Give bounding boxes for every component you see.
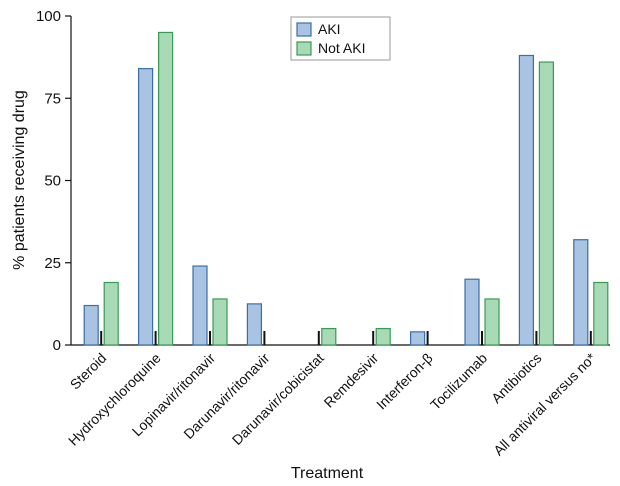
- legend-swatch: [296, 41, 312, 56]
- bar: [192, 265, 208, 346]
- bar: [158, 31, 174, 346]
- bar: [538, 61, 555, 346]
- bar: [573, 239, 589, 346]
- bar: [103, 281, 119, 346]
- legend-label: AKI: [318, 21, 341, 37]
- x-axis-title: Treatment: [291, 465, 364, 482]
- bar: [484, 298, 500, 346]
- x-tick-label: Interferon-β: [373, 350, 436, 413]
- x-tick-label: Hydroxychloroquine: [65, 350, 164, 449]
- x-tick-label: Steroid: [67, 350, 110, 393]
- bar: [321, 327, 337, 346]
- bar: [375, 327, 391, 346]
- y-tick-label: 0: [53, 337, 61, 354]
- x-tick-label: Tocilizumab: [427, 350, 490, 413]
- bar: [410, 331, 426, 346]
- x-tick-label: All antiviral versus no*: [490, 349, 599, 458]
- legend-label: Not AKI: [318, 40, 365, 56]
- bar: [212, 298, 228, 346]
- y-tick-label: 75: [44, 90, 61, 107]
- y-tick-label: 100: [36, 8, 61, 25]
- y-tick-label: 25: [44, 255, 61, 272]
- bar: [518, 54, 535, 346]
- legend-swatch: [296, 22, 312, 37]
- bar: [83, 304, 99, 346]
- y-axis-title: % patients receiving drug: [11, 90, 28, 270]
- y-tick-label: 50: [44, 173, 61, 190]
- bar: [138, 68, 154, 346]
- bar: [246, 303, 262, 346]
- bar: [464, 278, 480, 346]
- x-tick-label: Antibiotics: [488, 350, 544, 406]
- bar: [593, 281, 609, 346]
- x-tick-label: Darunavir/cobicistat: [229, 350, 327, 448]
